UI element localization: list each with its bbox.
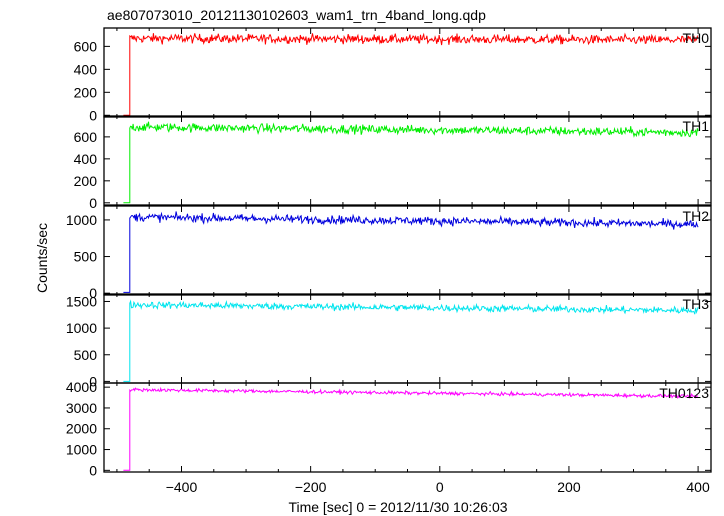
panel-label-th0123: TH0123 <box>659 385 709 401</box>
panel-label-th3: TH3 <box>683 296 710 312</box>
panel-th2: 0 500 1000 TH2 <box>66 205 712 301</box>
panel-th0123: 0 1000 2000 3000 4000 TH0123 <box>66 379 712 478</box>
series-line-th1 <box>123 121 699 204</box>
panel-label-th1: TH1 <box>683 118 710 134</box>
y-tick-label: 0 <box>89 373 97 389</box>
y-tick-label: 2000 <box>66 421 97 437</box>
y-tick-label: 200 <box>74 173 98 189</box>
panel-th1: 0 200 400 600 TH1 <box>74 115 712 211</box>
panel-th3: 0 500 1000 1500 TH3 <box>66 293 712 389</box>
panel-label-th2: TH2 <box>683 208 710 224</box>
y-tick-label: 400 <box>74 151 98 167</box>
y-tick-label: 500 <box>74 347 98 363</box>
x-tick-label: 0 <box>436 479 444 495</box>
chart-title: ae807073010_20121130102603_wam1_trn_4ban… <box>107 7 486 23</box>
panels: 0 200 400 600 TH0 0 200 400 600 TH1 0 500 1000 TH2 0 50… <box>66 27 712 478</box>
y-tick-label: 0 <box>89 462 97 478</box>
x-axis: −400 −200 0 200 400 <box>166 479 710 495</box>
y-tick-label: 1000 <box>66 212 97 228</box>
x-tick-label: −200 <box>295 479 327 495</box>
series-line-th3 <box>123 299 699 382</box>
x-tick-label: −400 <box>166 479 198 495</box>
x-axis-label: Time [sec] 0 = 2012/11/30 10:26:03 <box>288 499 507 515</box>
y-tick-label: 1000 <box>66 320 97 336</box>
y-tick-label: 4000 <box>66 379 97 395</box>
y-tick-label: 0 <box>89 107 97 123</box>
y-tick-label: 0 <box>89 195 97 211</box>
y-tick-label: 200 <box>74 84 98 100</box>
x-tick-label: 200 <box>557 479 581 495</box>
series-line-th2 <box>123 211 699 293</box>
panel-th0: 0 200 400 600 TH0 <box>74 27 712 123</box>
y-tick-label: 400 <box>74 61 98 77</box>
panel-label-th0: TH0 <box>683 30 710 46</box>
y-tick-label: 1000 <box>66 442 97 458</box>
y-tick-label: 600 <box>74 129 98 145</box>
y-tick-label: 3000 <box>66 400 97 416</box>
y-axis-label: Counts/sec <box>34 223 50 293</box>
x-tick-label: 400 <box>686 479 710 495</box>
y-tick-label: 0 <box>89 285 97 301</box>
series-line-th0 <box>123 32 699 116</box>
y-tick-label: 1500 <box>66 293 97 309</box>
y-tick-label: 500 <box>74 249 98 265</box>
series-line-th0123 <box>123 386 699 471</box>
y-tick-label: 600 <box>74 38 98 54</box>
